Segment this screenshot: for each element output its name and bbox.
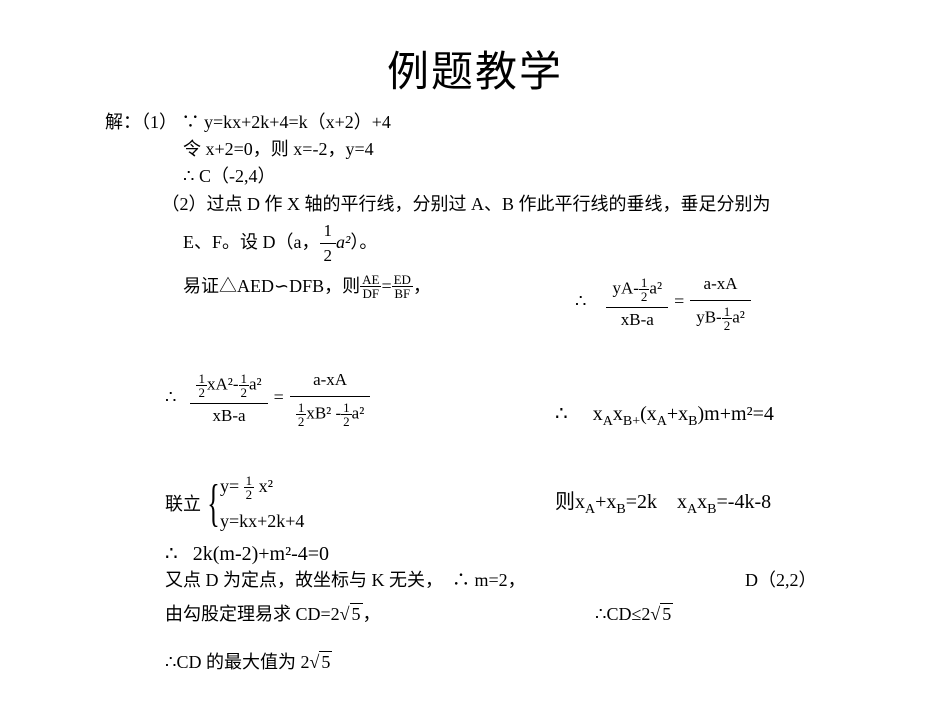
eq-1: y=kx+2k+4=k（x+2）+4 <box>204 112 391 132</box>
result-eq: xAxB+(xA+xB)m+m²=4 <box>555 400 774 432</box>
half-7: 12 <box>244 474 255 501</box>
half-4: 12 <box>239 372 250 399</box>
xBa-1: xB-a <box>606 308 668 332</box>
therefore-2 <box>575 289 586 314</box>
line-3: C（-2,4） <box>105 164 925 189</box>
a2-5: a² <box>352 403 365 422</box>
yA: yA- <box>612 278 638 297</box>
final-text: CD 的最大值为 2 <box>176 650 309 675</box>
line-final: CD 的最大值为 2 5 <box>165 650 332 675</box>
sqrt-1: 5 <box>340 602 363 627</box>
fixed-b: m=2， <box>475 570 526 590</box>
half-5: 12 <box>296 401 307 428</box>
pyth-a: 由勾股定理易求 CD=2 <box>165 602 340 627</box>
frac-left: yA-12a² xB-a <box>606 272 668 332</box>
a2-4: a² <box>249 374 262 393</box>
frac-right: a-xA yB-12a² <box>690 268 751 336</box>
point-d: D（2,2） <box>745 568 817 593</box>
therefore-6 <box>452 570 470 590</box>
half-2: 12 <box>722 305 733 332</box>
half-6: 12 <box>341 401 352 428</box>
eq-block: y= 12 x² y=kx+2k+4 <box>220 470 304 539</box>
system-eq: 联立 { y= 12 x² y=kx+2k+4 <box>165 470 304 539</box>
big-frac-2: 12xA²-12a² xB-a = a-xA 12xB² -12a² <box>165 364 370 432</box>
a2-2: a² <box>649 278 662 297</box>
sys-eq-2: y=kx+2k+4 <box>220 505 304 538</box>
line-1: 解：（1） y=kx+2k+4=k（x+2）+4 <box>105 110 925 135</box>
frac-left2: 12xA²-12a² xB-a <box>190 368 267 428</box>
line-pyth: 由勾股定理易求 CD=2 5 ， <box>165 602 381 627</box>
sqrt-3: 5 <box>309 650 332 675</box>
half-3: 12 <box>196 372 207 399</box>
xB2: xB² - <box>306 403 341 422</box>
eq-sign-2: = <box>668 289 690 314</box>
a2-3: a² <box>732 307 745 326</box>
sys-top-a: y= <box>220 476 239 496</box>
line-2: 令 x+2=0，则 x=-2，y=4 <box>105 137 925 162</box>
frac-ae-df: AE DF <box>360 273 381 300</box>
xA2: xA²- <box>207 374 239 393</box>
comma-1: ， <box>413 274 431 299</box>
l5b: ）。 <box>350 230 377 255</box>
half-1: 12 <box>639 276 650 303</box>
a2-1: a² <box>336 230 350 255</box>
axA-1: a-xA <box>690 268 751 301</box>
sys-eq-1: y= 12 x² <box>220 470 304 505</box>
therefore-7 <box>595 602 606 627</box>
frac-ed-bf: ED BF <box>392 273 413 300</box>
because-sym <box>182 112 200 132</box>
cd-leq-text: CD≤2 <box>606 602 650 627</box>
therefore-8 <box>165 650 176 675</box>
sys-result: 则xA+xB=2k xAxB=-4k-8 <box>555 488 771 520</box>
fixed-a: 又点 D 为定点，故坐标与 K 无关， <box>165 570 443 590</box>
eq-2k: 2k(m-2)+m²-4=0 <box>193 543 329 565</box>
sys-result-text: 则xA+xB=2k xAxB=-4k-8 <box>555 491 771 513</box>
l5a: E、F。设 D（a， <box>183 230 320 255</box>
eq-sign-3: = <box>268 385 290 410</box>
brace-left: { <box>207 478 219 530</box>
solution-body: 解：（1） y=kx+2k+4=k（x+2）+4 令 x+2=0，则 x=-2，… <box>105 110 925 302</box>
frac-half-a2: 1 2 <box>320 219 337 268</box>
line-fixed: 又点 D 为定点，故坐标与 K 无关， m=2， <box>165 568 526 593</box>
sys-top-b: x² <box>259 476 273 496</box>
line-4: （2）过点 D 作 X 轴的平行线，分别过 A、B 作此平行线的垂线，垂足分别为 <box>105 192 925 217</box>
yB: yB- <box>696 307 722 326</box>
line-2k: 2k(m-2)+m²-4=0 <box>165 540 329 568</box>
line-5: E、F。设 D（a， 1 2 a² ）。 <box>105 219 925 268</box>
lianli: 联立 <box>165 492 201 517</box>
eq-sign-1: = <box>381 274 391 299</box>
part2-text: （2）过点 D 作 X 轴的平行线，分别过 A、B 作此平行线的垂线，垂足分别为 <box>162 194 771 214</box>
page-title: 例题教学 <box>0 0 950 109</box>
sol-prefix: 解：（1） <box>105 112 177 132</box>
therefore-sym <box>183 166 194 186</box>
axA-2: a-xA <box>290 364 371 397</box>
line-6: 易证△AED∽DFB，则 AE DF = ED BF ， <box>105 273 925 300</box>
point-c: C（-2,4） <box>199 166 276 186</box>
therefore-4 <box>555 403 568 425</box>
xBa-2: xB-a <box>190 404 267 428</box>
therefore-5 <box>165 543 178 565</box>
sqrt-2: 5 <box>650 602 673 627</box>
pyth-comma: ， <box>363 602 381 627</box>
xaxb-eq: xAxB+(xA+xB)m+m²=4 <box>593 403 774 425</box>
similar-tri: 易证△AED∽DFB，则 <box>183 274 360 299</box>
big-frac-1: yA-12a² xB-a = a-xA yB-12a² <box>575 268 751 336</box>
frac-right2: a-xA 12xB² -12a² <box>290 364 371 432</box>
cd-leq: CD≤2 5 <box>595 602 673 627</box>
therefore-3 <box>165 385 176 410</box>
